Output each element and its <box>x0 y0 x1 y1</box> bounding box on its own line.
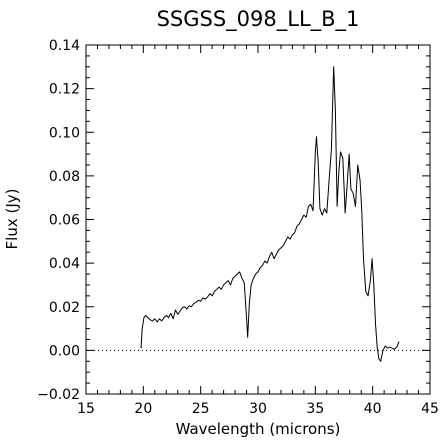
x-tick-label: 30 <box>249 401 267 417</box>
plot-border <box>85 44 431 395</box>
y-tick-label: 0.00 <box>49 343 80 359</box>
x-tick-label: 35 <box>306 401 324 417</box>
y-axis-ticks: −0.02 0.00 0.02 0.04 0.06 0.08 0.10 0.12 0.14 <box>37 38 430 403</box>
x-tick-label: 25 <box>192 401 210 417</box>
y-tick-label: −0.02 <box>37 387 80 403</box>
y-tick-label: 0.14 <box>49 38 80 54</box>
x-tick-label: 40 <box>364 401 382 417</box>
y-tick-label: 0.08 <box>49 169 80 185</box>
plot-frame <box>85 44 431 395</box>
x-axis-label: Wavelength (microns) <box>176 420 341 438</box>
series-group <box>140 66 400 362</box>
spectrum-line <box>140 66 400 362</box>
y-axis-label: Flux (Jy) <box>3 189 21 250</box>
y-tick-label: 0.02 <box>49 300 80 316</box>
y-tick-label: 0.06 <box>49 213 80 229</box>
x-tick-label: 45 <box>421 401 439 417</box>
x-tick-label: 15 <box>77 401 95 417</box>
y-tick-label: 0.10 <box>49 125 80 141</box>
x-tick-label: 20 <box>134 401 152 417</box>
x-axis-ticks: 15 20 25 30 35 40 45 <box>77 45 439 417</box>
y-tick-label: 0.12 <box>49 82 80 98</box>
chart-title: SSGSS_098_LL_B_1 <box>157 7 360 32</box>
y-tick-label: 0.04 <box>49 256 80 272</box>
